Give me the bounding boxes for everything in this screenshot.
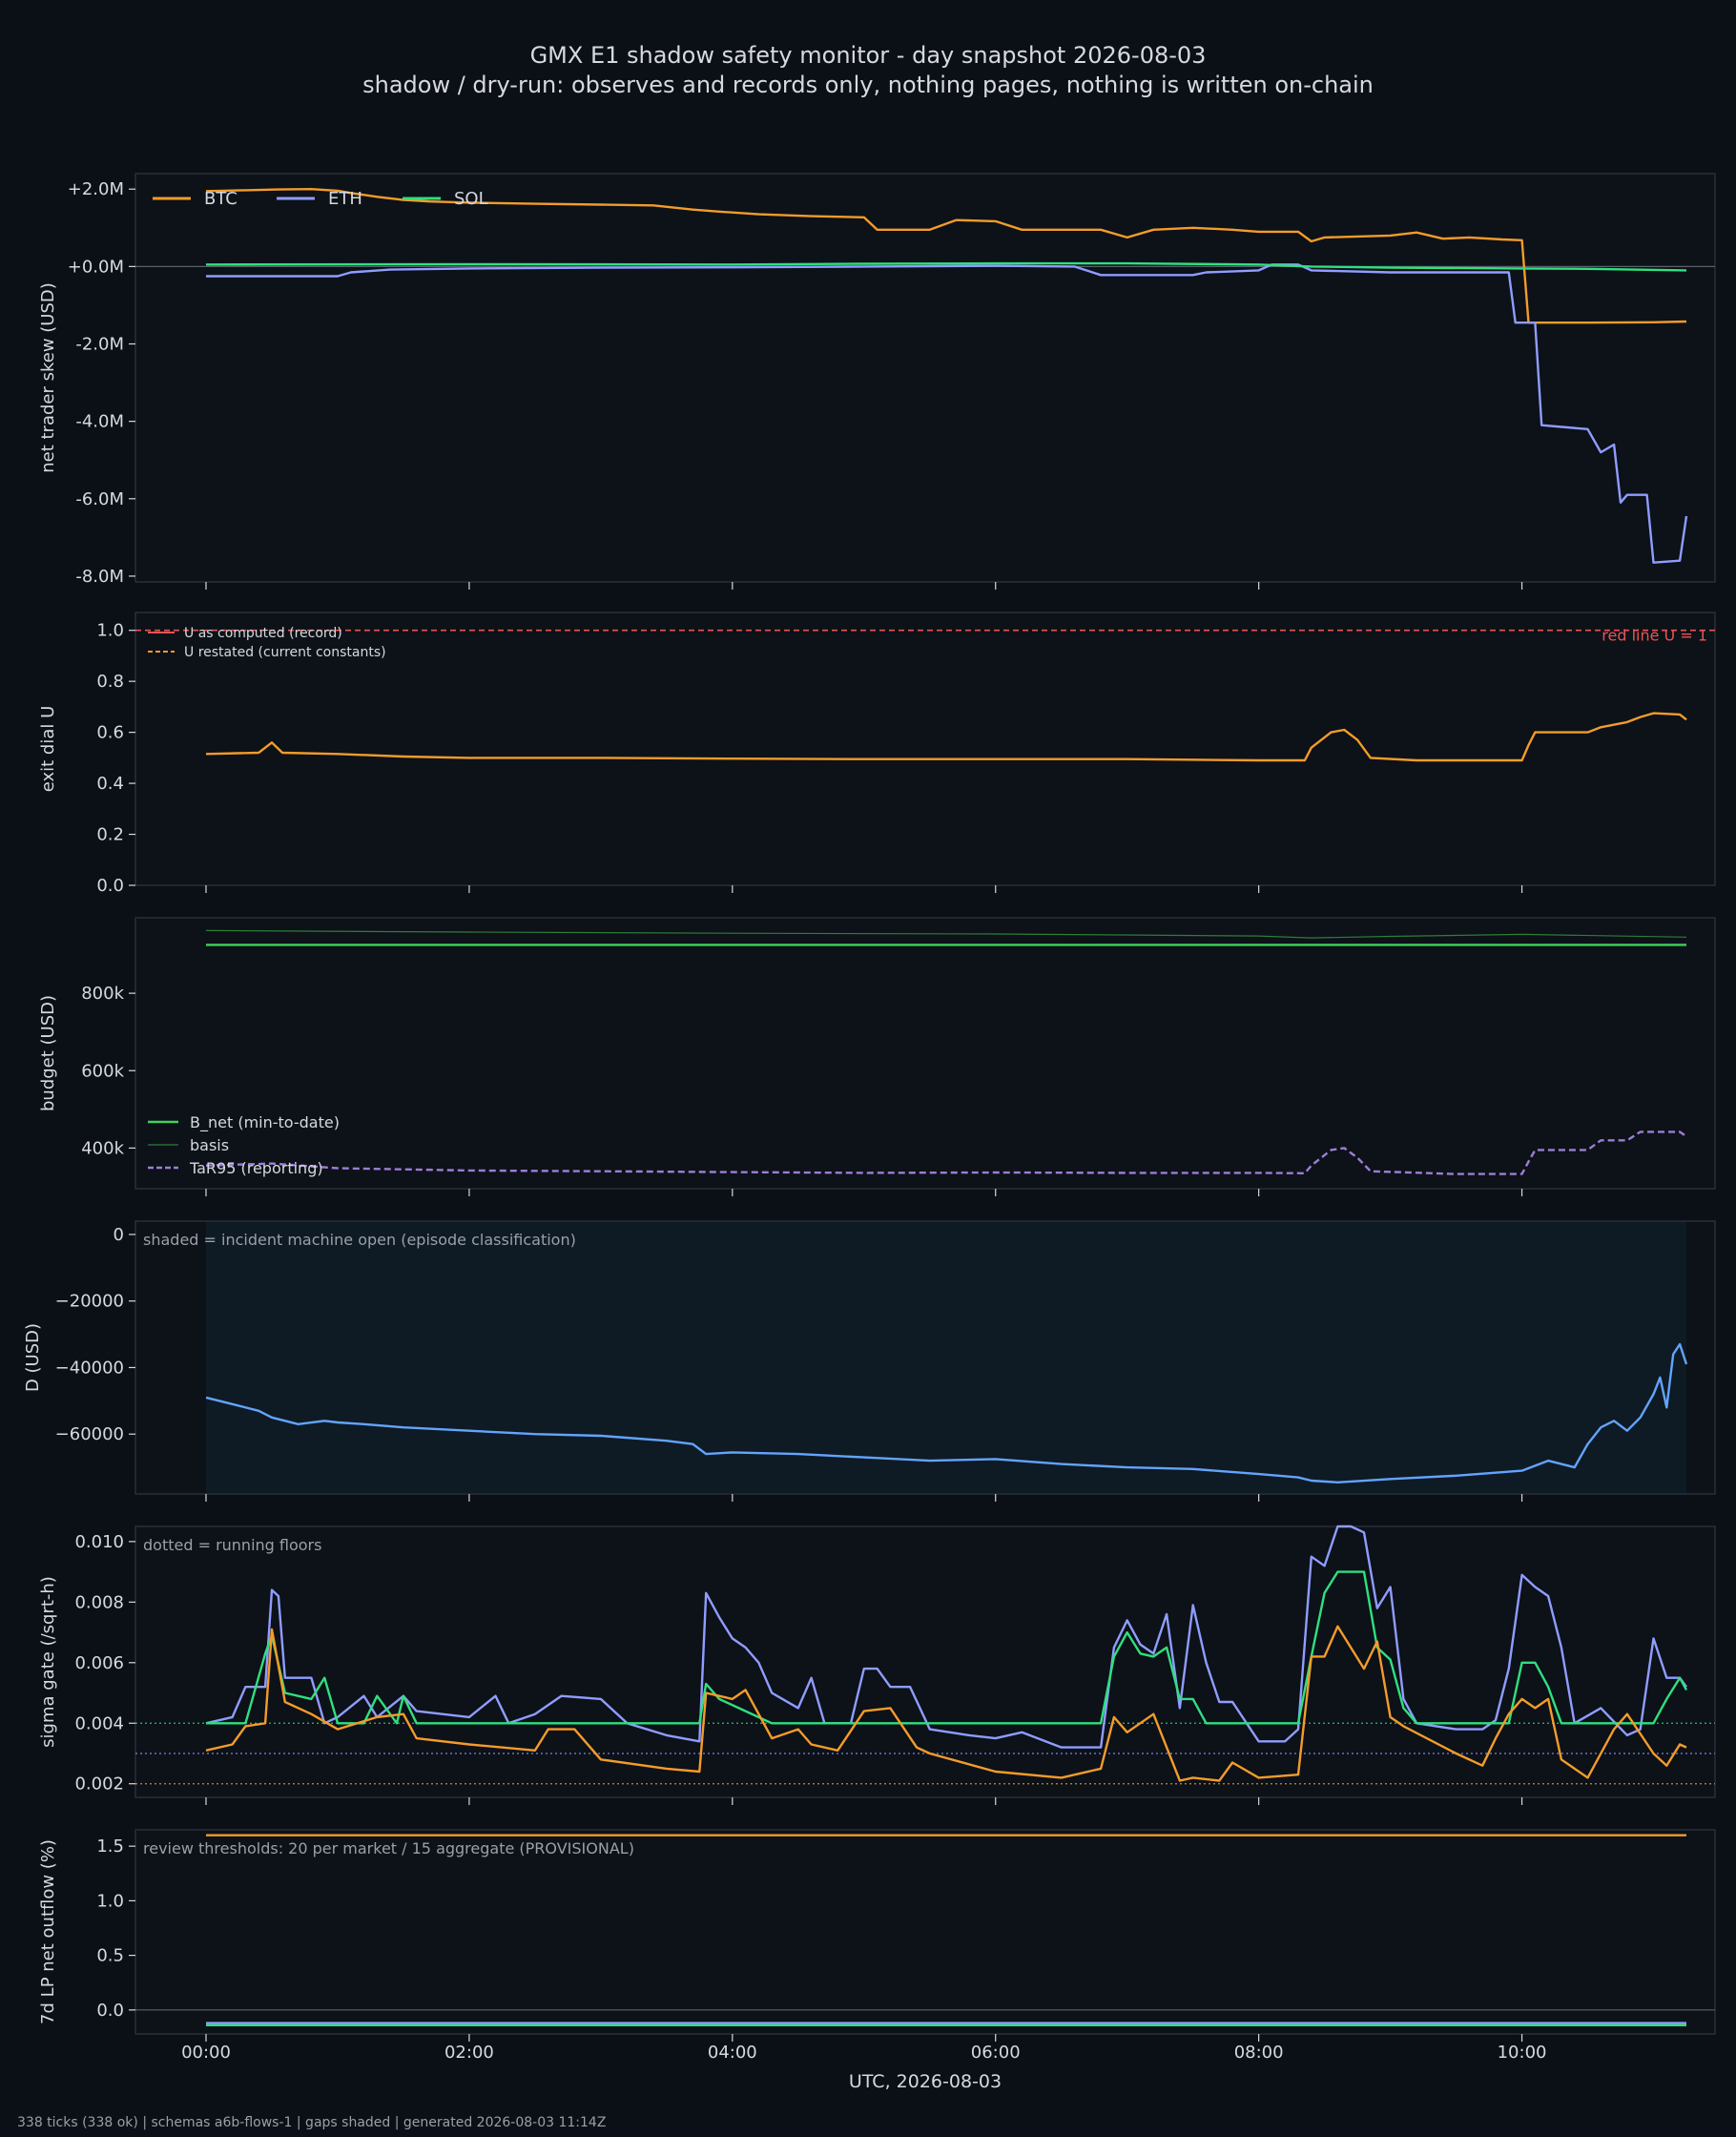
y-tick-label: 1.0 xyxy=(96,621,124,641)
panel-1: +2.0M +0.0M -2.0M -4.0M -6.0M -8.0M net trader… xyxy=(38,173,1716,590)
y-tick-label: 1.5 xyxy=(96,1836,124,1857)
legend: BTC ETH SOL xyxy=(153,189,488,209)
panel-frame xyxy=(134,173,1716,583)
y-tick-label: 0 xyxy=(114,1225,124,1245)
x-tick-label: 04:00 xyxy=(708,2043,757,2063)
incident-shade xyxy=(206,1222,1686,1493)
y-tick-label: +0.0M xyxy=(68,257,124,277)
series-line-sol xyxy=(206,1570,1688,1725)
y-tick-label: 800k xyxy=(81,984,124,1004)
y-axis-label: budget (USD) xyxy=(38,995,58,1111)
legend: B_net (min-to-date) basis TaR95 (reporting… xyxy=(148,1113,340,1177)
series-line-tar95-reporting- xyxy=(205,1131,1687,1175)
series-line-btc xyxy=(205,188,1687,324)
panel-3: 800k 600k 400k budget (USD) B_net (min-to-da… xyxy=(38,917,1716,1196)
y-axis-label: sigma gate (/sqrt-h) xyxy=(38,1576,58,1748)
x-axis: 00:00 02:00 04:00 06:00 08:00 10:00 xyxy=(181,2043,1546,2063)
panels: +2.0M +0.0M -2.0M -4.0M -6.0M -8.0M net trader… xyxy=(23,173,1716,2042)
y-tick-label: 0.8 xyxy=(96,672,124,692)
legend-label: TaR95 (reporting) xyxy=(189,1159,323,1177)
panel-frame xyxy=(134,917,1716,1190)
y-tick-label: -4.0M xyxy=(75,412,124,432)
x-tick-label: 00:00 xyxy=(181,2043,231,2063)
x-tick-label: 10:00 xyxy=(1498,2043,1547,2063)
panel-6: 1.5 1.0 0.5 0.0 7d LP net outflow (%) review … xyxy=(38,1829,1716,2042)
series-line-eth xyxy=(206,263,1688,564)
legend-label: U as computed (record) xyxy=(184,626,342,641)
series-line-u-restated-current-constants- xyxy=(205,712,1687,762)
y-tick-label: 0.008 xyxy=(74,1592,124,1612)
series-line-basis xyxy=(205,929,1687,939)
x-tick-label: 06:00 xyxy=(971,2043,1021,2063)
legend-label: ETH xyxy=(328,189,362,209)
figure-subtitle: shadow / dry-run: observes and records o… xyxy=(362,72,1374,98)
panel-frame xyxy=(134,612,1716,886)
y-tick-label: 600k xyxy=(81,1061,124,1081)
y-axis-label: exit dial U xyxy=(38,706,58,793)
figure-footer: 338 ticks (338 ok) | schemas a6b-flows-1… xyxy=(17,2115,606,2130)
panel-annotation: review thresholds: 20 per market / 15 ag… xyxy=(143,1839,634,1857)
y-tick-label: 0.2 xyxy=(96,825,124,845)
panel-annotation: dotted = running floors xyxy=(143,1536,321,1554)
x-tick-label: 08:00 xyxy=(1234,2043,1284,2063)
y-axis-label: net trader skew (USD) xyxy=(38,282,58,473)
y-tick-label: 0.002 xyxy=(74,1774,124,1795)
y-tick-label: 0.004 xyxy=(74,1713,124,1733)
y-tick-label: 0.4 xyxy=(96,774,124,794)
y-tick-label: 400k xyxy=(81,1138,124,1158)
y-tick-label: 0.0 xyxy=(96,2001,124,2021)
panel-5: 0.010 0.008 0.006 0.004 0.002 sigma gate (/sq… xyxy=(38,1525,1716,1805)
y-tick-label: −20000 xyxy=(55,1292,124,1312)
y-tick-label: 1.0 xyxy=(96,1891,124,1911)
series-line-sol xyxy=(205,261,1687,272)
y-tick-label: −40000 xyxy=(55,1358,124,1378)
legend-label: SOL xyxy=(454,189,488,209)
series-line-btc xyxy=(205,1625,1687,1782)
panel-frame xyxy=(134,1829,1716,2035)
legend-label: B_net (min-to-date) xyxy=(190,1113,340,1132)
legend-label: basis xyxy=(190,1136,229,1154)
panel-annotation: shaded = incident machine open (episode … xyxy=(143,1231,576,1249)
y-tick-label: +2.0M xyxy=(68,179,124,199)
x-axis-label: UTC, 2026-08-03 xyxy=(849,2071,1002,2092)
y-tick-label: -2.0M xyxy=(75,335,124,355)
y-axis-label: D (USD) xyxy=(23,1323,43,1392)
y-tick-label: -6.0M xyxy=(75,489,124,509)
x-tick-label: 02:00 xyxy=(444,2043,494,2063)
y-tick-label: 0.006 xyxy=(74,1653,124,1673)
y-tick-label: 0.0 xyxy=(96,876,124,896)
panel-frame xyxy=(134,1525,1716,1798)
red-line-annotation: red line U = 1 xyxy=(1602,627,1707,645)
y-tick-label: 0.010 xyxy=(74,1532,124,1552)
legend-label: BTC xyxy=(204,189,238,209)
legend-label: U restated (current constants) xyxy=(184,645,386,660)
legend: U as computed (record) U restated (curren… xyxy=(148,626,386,660)
series-line-d xyxy=(205,1342,1688,1483)
y-tick-label: −60000 xyxy=(55,1424,124,1444)
panel-4: 0 −20000 −40000 −60000 D (USD) shaded = incid… xyxy=(23,1220,1716,1502)
figure-title: GMX E1 shadow safety monitor - day snaps… xyxy=(530,42,1207,69)
y-axis-label: 7d LP net outflow (%) xyxy=(38,1839,58,2024)
y-tick-label: -8.0M xyxy=(75,567,124,587)
y-tick-label: 0.5 xyxy=(96,1946,124,1966)
panel-2: 1.0 0.8 0.6 0.4 0.2 0.0 exit dial U red line U … xyxy=(38,612,1716,896)
y-tick-label: 0.6 xyxy=(96,723,124,743)
